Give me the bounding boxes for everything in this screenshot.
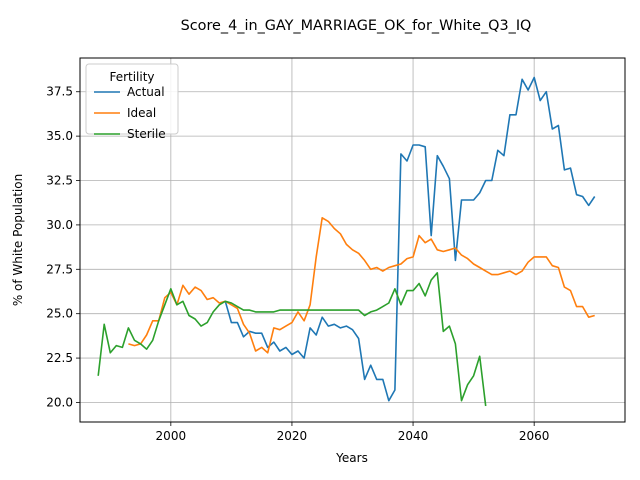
series-lines — [97, 76, 596, 407]
y-tick-label: 37.5 — [46, 85, 73, 99]
legend-label-sterile: Sterile — [127, 127, 166, 141]
plot-area-frame — [79, 57, 626, 423]
legend: Fertility Actual Ideal Sterile — [85, 63, 179, 141]
y-tick-label: 35.0 — [46, 129, 73, 143]
legend-title: Fertility — [109, 70, 154, 84]
chart-title: Score_4_in_GAY_MARRIAGE_OK_for_White_Q3_… — [181, 18, 532, 34]
series-line-sterile — [97, 271, 487, 407]
x-tick-label: 2040 — [398, 429, 429, 443]
x-axis-label: Years — [335, 451, 368, 465]
y-axis: 20.0 22.5 25.0 27.5 30.0 32.5 35.0 37.5 — [46, 85, 80, 409]
y-tick-label: 25.0 — [46, 307, 73, 321]
x-tick-label: 2020 — [277, 429, 308, 443]
y-tick-label: 30.0 — [46, 218, 73, 232]
y-tick-label: 22.5 — [46, 351, 73, 365]
x-tick-label: 2000 — [156, 429, 187, 443]
x-axis: 2000 2020 2040 2060 — [156, 422, 550, 443]
x-tick-label: 2060 — [519, 429, 550, 443]
legend-label-ideal: Ideal — [127, 106, 156, 120]
legend-box — [85, 63, 179, 135]
y-axis-label: % of White Population — [11, 174, 25, 306]
legend-label-actual: Actual — [127, 85, 165, 99]
series-line-ideal — [128, 217, 595, 354]
series-line-actual — [224, 76, 596, 402]
y-tick-label: 32.5 — [46, 174, 73, 188]
y-tick-label: 20.0 — [46, 395, 73, 409]
y-tick-label: 27.5 — [46, 262, 73, 276]
